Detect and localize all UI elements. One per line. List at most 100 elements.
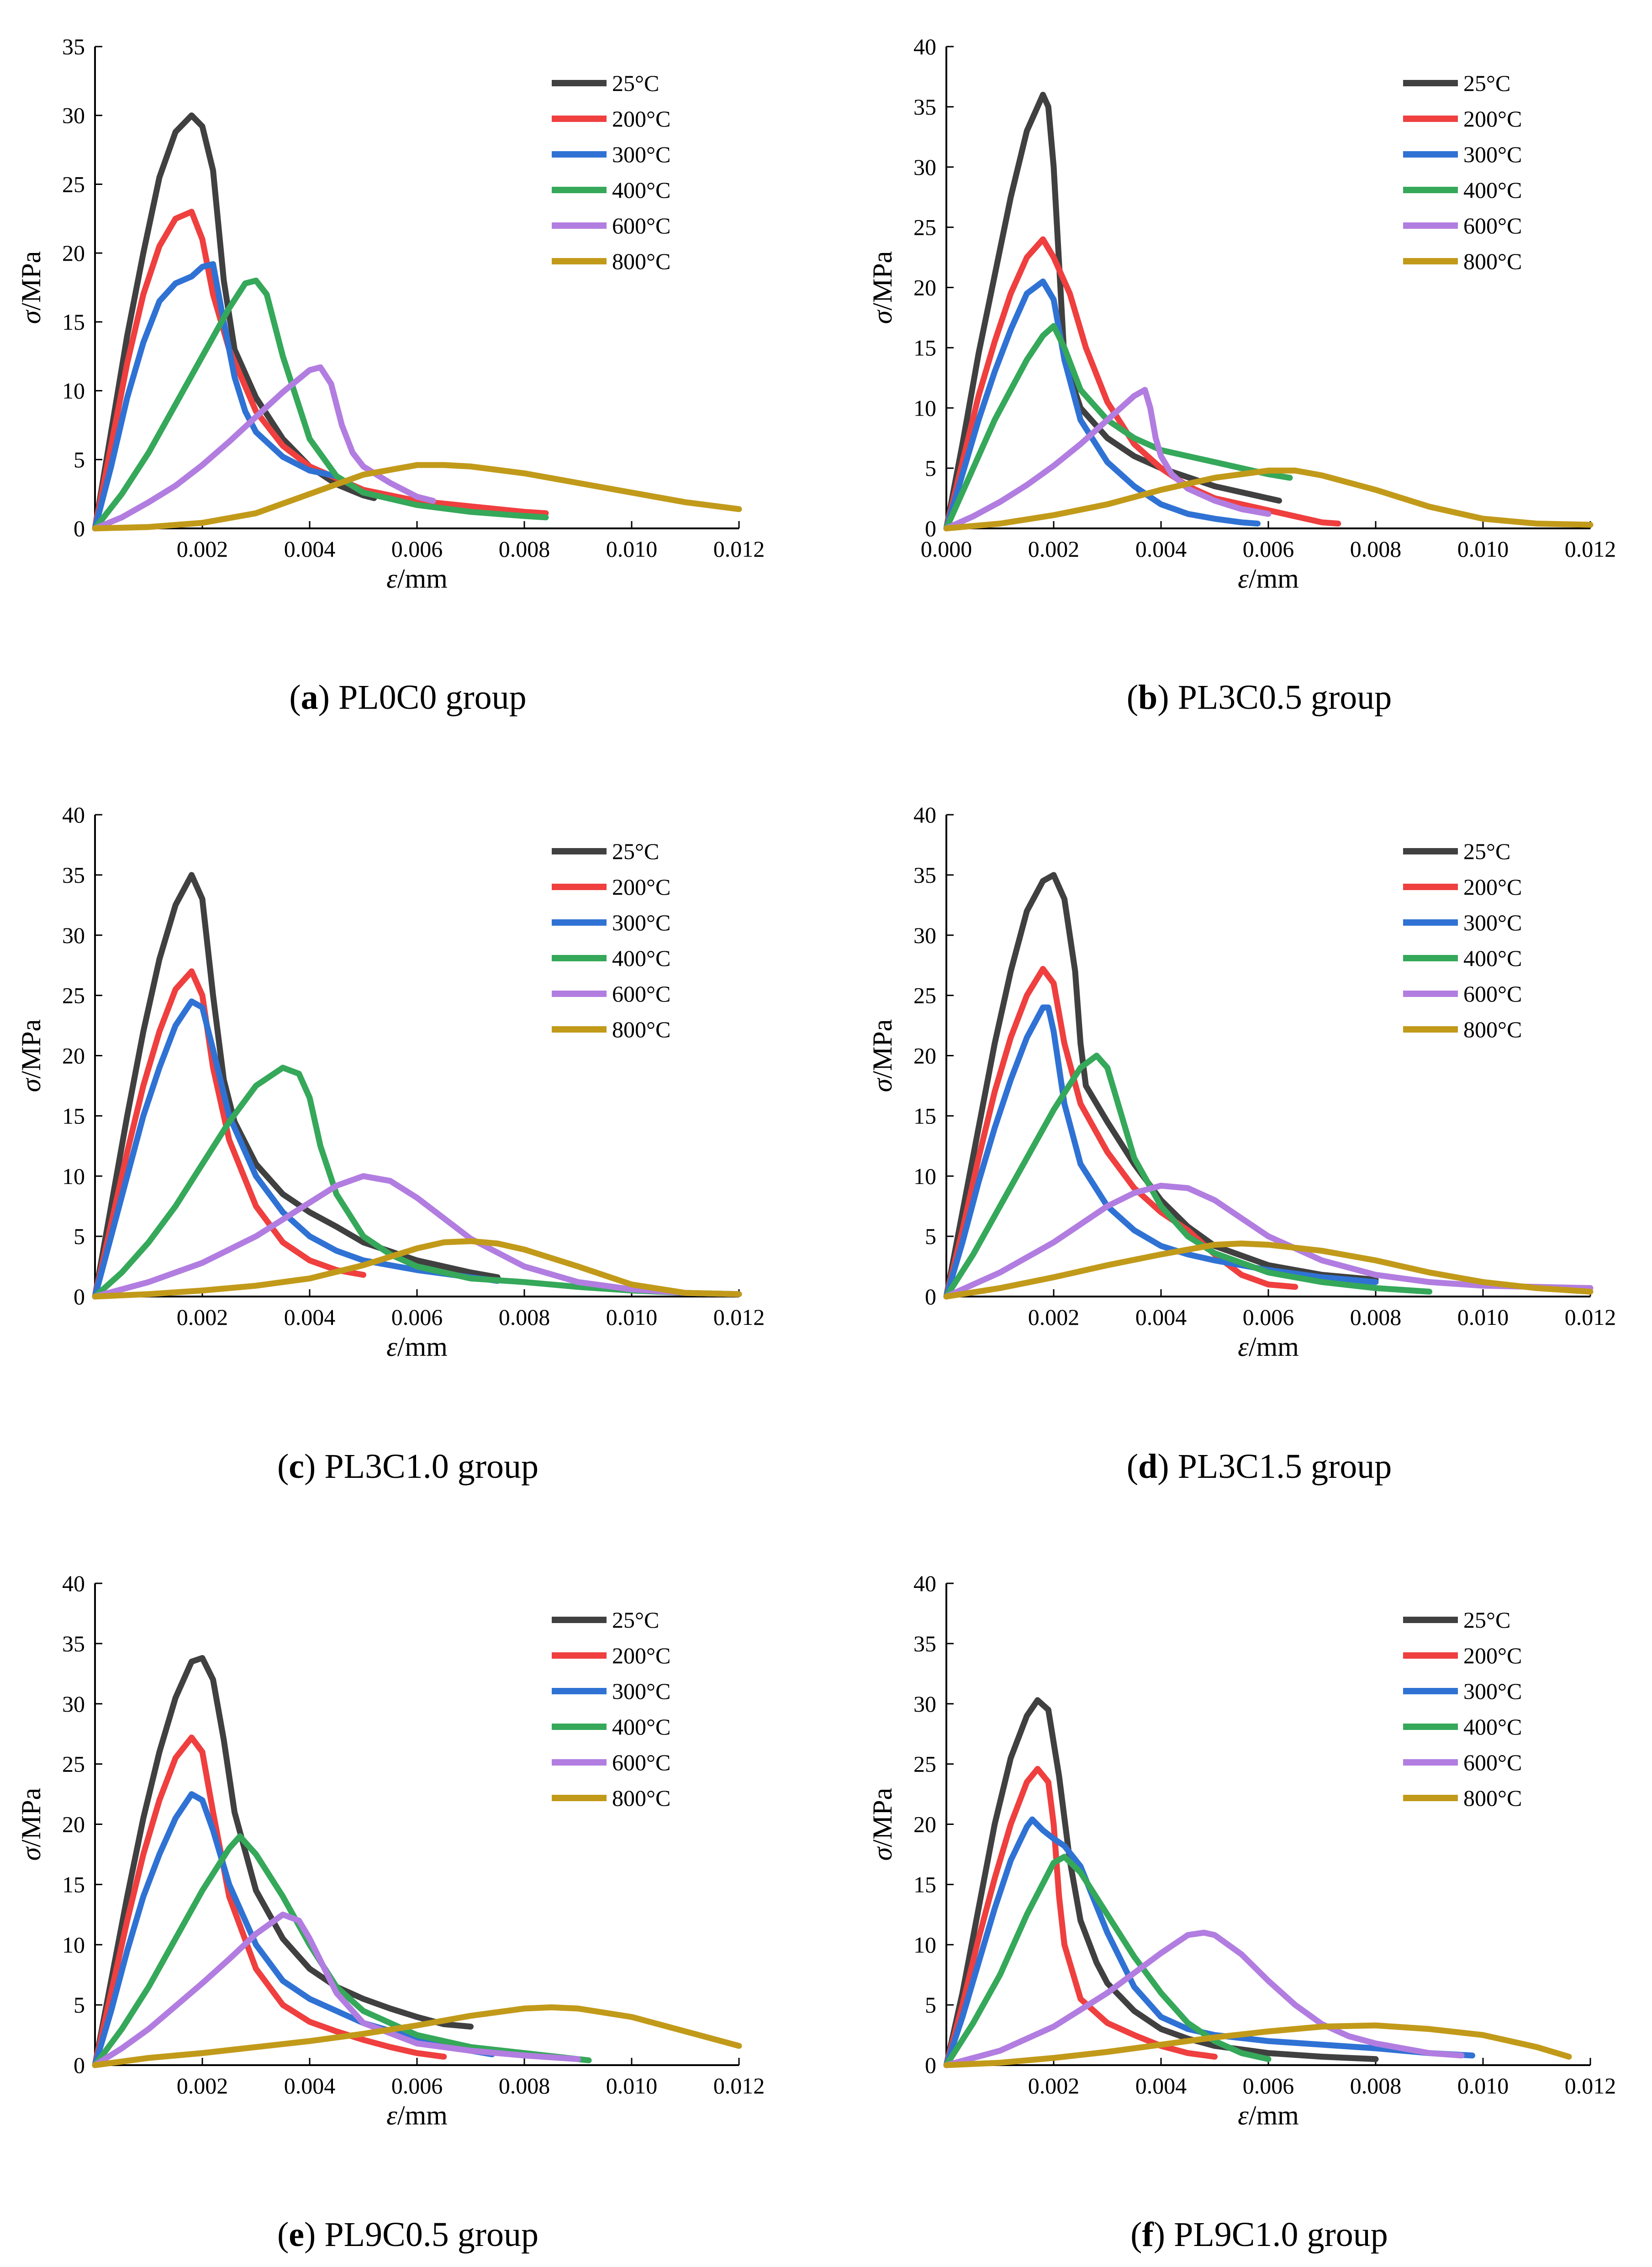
panel-f: 0 5 10 15 20 25 30 35 40 0.002 0.004 0.006 0.008 0.01… [867,1571,1616,2254]
y-axis-title: σ/MPa [16,1788,46,1861]
legend-label: 300°C [612,910,670,935]
legend-label: 400°C [612,1714,670,1740]
series-line-800C [92,1238,742,1300]
y-tick-label: 0 [925,2052,936,2078]
y-tick-label: 15 [62,1103,85,1128]
panel-caption: (a) PL0C0 group [289,678,526,717]
y-tick-label: 40 [62,1571,85,1596]
y-tick-label: 30 [62,923,85,948]
series-line-300C [943,278,1261,532]
x-tick-label: 0.006 [391,1304,443,1330]
series-line-25C [92,1655,474,2068]
x-axis-title: ε/mm [386,564,448,594]
legend-label: 25°C [1463,1607,1510,1633]
panel-b: 0 5 10 15 20 25 30 35 40 0.000 0.002 0.004 0.006 0.00… [867,34,1616,717]
series-line-25C [943,1697,1379,2068]
caption-open-paren: ( [289,678,301,717]
y-tick-label: 40 [913,34,936,59]
x-tick-label: 0.006 [1243,536,1294,562]
x-axis-unit: /mm [1249,1332,1299,1362]
y-tick-label: 15 [62,1872,85,1897]
legend-label: 200°C [612,1643,670,1668]
legend-label: 25°C [612,1607,659,1633]
caption-open-paren: ( [1130,2215,1142,2254]
x-axis-symbol: ε [386,564,397,594]
y-axis-title: σ/MPa [867,251,897,324]
panel-e: 0 5 10 15 20 25 30 35 40 0.002 0.004 0.006 0.008 0.01… [16,1571,765,2254]
x-tick-label: 0.002 [1028,2073,1080,2098]
y-tick-label: 20 [62,1043,85,1069]
x-axis-unit: /mm [397,1332,448,1362]
legend-label: 600°C [1463,1750,1522,1775]
x-axis-unit: /mm [1249,2100,1299,2130]
panel-a: 0 5 10 15 20 25 30 35 0.002 0.004 0.006 0.008 0.010 0… [16,34,765,717]
series-line-400C [92,1065,742,1300]
x-tick-label: 0.010 [606,2073,658,2098]
y-tick-label: 25 [62,983,85,1008]
caption-close-paren: ) [1157,1447,1177,1486]
series-line-200C [92,1735,447,2068]
x-tick-label: 0.000 [921,536,972,562]
y-tick-label: 5 [74,447,85,472]
x-tick-label: 0.012 [1565,536,1616,562]
legend-label: 400°C [612,945,670,971]
series-line-400C [92,277,549,532]
y-tick-label: 10 [62,1932,85,1957]
x-tick-label: 0.012 [713,1304,765,1330]
x-axis-unit: /mm [397,2100,448,2130]
x-tick-label: 0.010 [1457,1304,1509,1330]
y-tick-label: 10 [913,1932,936,1957]
x-axis-unit: /mm [397,564,448,594]
y-tick-label: 30 [62,1691,85,1717]
x-tick-label: 0.008 [499,2073,550,2098]
x-tick-label: 0.008 [1350,1304,1402,1330]
y-tick-label: 5 [925,1992,936,2018]
x-axis-title: ε/mm [1238,1332,1299,1362]
x-tick-label: 0.004 [1135,536,1187,562]
series-line-800C [92,2004,742,2068]
x-tick-label: 0.012 [713,2073,765,2098]
x-axis-symbol: ε [1238,2100,1249,2130]
legend-label: 200°C [1463,874,1522,900]
panel-caption: (c) PL3C1.0 group [277,1447,538,1486]
y-tick-label: 0 [925,516,936,541]
x-axis-unit: /mm [1249,564,1299,594]
x-axis-title: ε/mm [1238,564,1299,594]
series-line-300C [92,261,340,532]
legend-label: 600°C [612,213,670,238]
x-tick-label: 0.002 [177,2073,228,2098]
caption-open-paren: ( [277,1447,289,1486]
caption-text: PL3C1.0 group [324,1447,538,1486]
panel-d: 0 5 10 15 20 25 30 35 40 0.002 0.004 0.006 0.008 0.01… [867,802,1616,1486]
x-tick-label: 0.012 [1565,2073,1616,2098]
x-tick-label: 0.002 [1028,536,1080,562]
caption-close-paren: ) [304,2215,324,2254]
series-line-200C [92,968,366,1300]
series-line-400C [943,1053,1432,1300]
y-axis-unit: /MPa [867,1019,897,1079]
y-tick-label: 15 [62,309,85,335]
y-tick-label: 30 [62,103,85,128]
caption-text: PL3C1.5 group [1178,1447,1392,1486]
y-tick-label: 25 [913,983,936,1008]
y-tick-label: 5 [74,1223,85,1249]
y-axis-symbol: σ [867,1077,897,1092]
caption-letter: a [301,678,318,717]
caption-open-paren: ( [1127,678,1138,717]
y-tick-label: 25 [62,171,85,197]
y-axis-title: σ/MPa [867,1019,897,1092]
series-line-300C [943,1816,1475,2068]
y-tick-label: 0 [925,1284,936,1309]
caption-letter: f [1142,2215,1154,2254]
panel-caption: (b) PL3C0.5 group [1127,678,1392,717]
y-tick-label: 35 [62,1631,85,1656]
legend-label: 25°C [612,838,659,864]
x-axis-symbol: ε [386,2100,397,2130]
legend-label: 200°C [1463,1643,1522,1668]
series-line-200C [943,1766,1218,2068]
legend-label: 600°C [612,981,670,1007]
legend-label: 400°C [1463,1714,1522,1740]
x-tick-label: 0.004 [1135,1304,1187,1330]
x-tick-label: 0.008 [499,1304,550,1330]
x-tick-label: 0.002 [1028,1304,1080,1330]
